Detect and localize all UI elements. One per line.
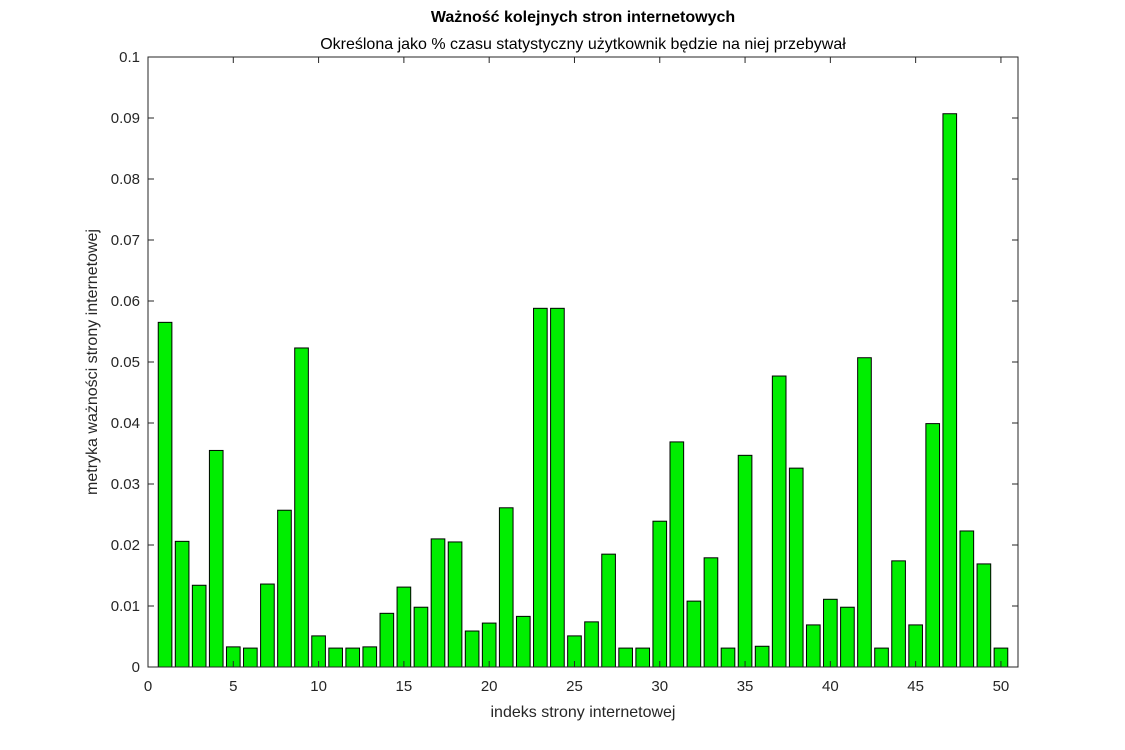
bar-23 [533, 307, 548, 668]
y-tick-label-10: 0.1 [119, 49, 140, 66]
bar-20 [481, 622, 497, 668]
x-tick-label-30: 30 [651, 678, 668, 695]
bar-43 [874, 647, 889, 668]
chart-title: Ważność kolejnych stron internetowych [431, 9, 735, 26]
y-tick-label-9: 0.09 [111, 110, 140, 127]
chart-subtitle: Określona jako % czasu statystyczny użyt… [320, 36, 846, 53]
y-tick-label-1: 0.01 [111, 598, 140, 615]
bar-41 [840, 606, 855, 668]
bar-1 [157, 321, 173, 668]
y-axis-label: metryka ważności strony internetowej [84, 229, 101, 495]
bar-16 [413, 606, 429, 668]
y-axis-ticks: 0 0.01 0.02 0.03 0.04 0.05 0.06 0.07 0.08 0.09 0.1 [111, 49, 1018, 676]
x-axis-label: indeks strony internetowej [491, 704, 676, 721]
x-tick-label-45: 45 [907, 678, 924, 695]
bar-27 [601, 553, 616, 668]
y-tick-label-8: 0.08 [111, 171, 140, 188]
bar-26 [584, 621, 599, 668]
x-tick-label-25: 25 [566, 678, 583, 695]
bar-34 [720, 647, 736, 668]
bar-32 [686, 600, 702, 668]
bar-45 [908, 624, 923, 668]
y-tick-label-3: 0.03 [111, 476, 140, 493]
bar-40 [823, 598, 838, 668]
bar-47 [942, 113, 958, 668]
bar-44 [891, 560, 906, 668]
plot-background [148, 57, 1018, 667]
y-tick-label-2: 0.02 [111, 537, 140, 554]
bar-14 [379, 612, 395, 668]
x-tick-label-5: 5 [229, 678, 237, 695]
bar-29 [635, 647, 651, 668]
bar-46 [925, 423, 941, 668]
x-tick-label-40: 40 [822, 678, 839, 695]
bar-39 [805, 624, 821, 668]
bar-33 [703, 557, 719, 668]
bar-38 [788, 467, 804, 668]
bar-37 [771, 375, 787, 668]
bar-17 [430, 538, 446, 668]
x-tick-label-10: 10 [310, 678, 327, 695]
bar-21 [498, 507, 514, 668]
bar-22 [515, 615, 531, 668]
bar-35 [737, 454, 753, 668]
bar-31 [669, 441, 685, 668]
bar-15 [396, 586, 412, 668]
y-tick-label-7: 0.07 [111, 232, 140, 249]
bar-49 [976, 563, 992, 668]
bar-48 [959, 530, 975, 668]
x-tick-label-20: 20 [481, 678, 498, 695]
bar-28 [618, 647, 633, 668]
bar-30 [652, 520, 668, 668]
bar-12 [345, 647, 361, 668]
y-tick-label-0: 0 [132, 659, 140, 676]
y-tick-label-4: 0.04 [111, 415, 140, 432]
bar-24 [550, 307, 565, 668]
bar-19 [464, 630, 480, 668]
bar-11 [328, 647, 343, 668]
bar-7 [260, 583, 275, 668]
bar-8 [277, 509, 292, 668]
bar-3 [191, 584, 207, 668]
bar-4 [208, 449, 224, 668]
bar-2 [174, 540, 190, 668]
bar-18 [447, 541, 463, 668]
x-tick-label-50: 50 [993, 678, 1010, 695]
bar-9 [294, 347, 309, 668]
x-tick-label-0: 0 [144, 678, 152, 695]
x-tick-label-15: 15 [396, 678, 413, 695]
bar-42 [857, 357, 872, 668]
bar-6 [243, 647, 258, 668]
y-tick-label-6: 0.06 [111, 293, 140, 310]
y-tick-label-5: 0.05 [111, 354, 140, 371]
x-axis-ticks: 0 5 10 15 20 25 30 35 40 45 50 [144, 57, 1009, 695]
x-tick-label-35: 35 [737, 678, 754, 695]
bar-36 [754, 645, 770, 668]
bar-13 [362, 646, 378, 668]
